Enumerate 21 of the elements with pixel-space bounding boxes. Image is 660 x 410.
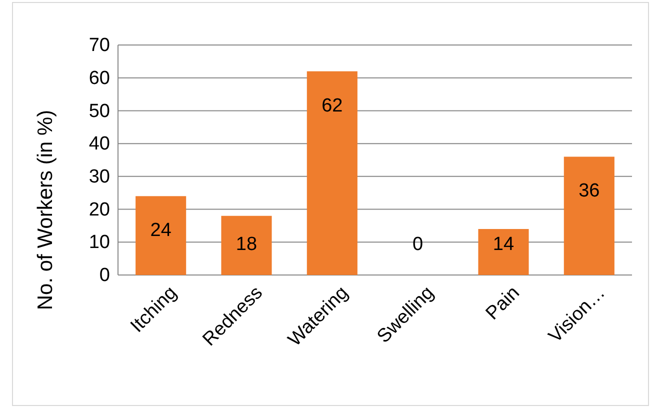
data-label: 36: [578, 180, 600, 202]
bar: [306, 71, 358, 275]
y-tick-label: 60: [88, 68, 110, 89]
y-tick-label: 10: [88, 232, 110, 254]
y-tick-label: 30: [88, 166, 110, 188]
data-label: 0: [412, 234, 424, 256]
bar: [136, 196, 186, 275]
y-tick-label: 20: [88, 199, 110, 220]
data-label: 18: [236, 234, 258, 256]
bar: [564, 156, 614, 275]
data-label: 62: [322, 95, 343, 116]
y-tick-label: 70: [88, 35, 110, 56]
y-tick-label: 40: [88, 134, 110, 155]
bar: [478, 229, 529, 275]
bar: [221, 216, 272, 275]
x-tick-label: Pain: [482, 282, 524, 324]
y-tick-label: 0: [99, 265, 110, 286]
data-label: 14: [492, 234, 514, 256]
y-axis-title: No. of Workers (in %): [34, 110, 57, 310]
data-label: 24: [150, 220, 172, 242]
y-tick-label: 50: [88, 100, 110, 122]
